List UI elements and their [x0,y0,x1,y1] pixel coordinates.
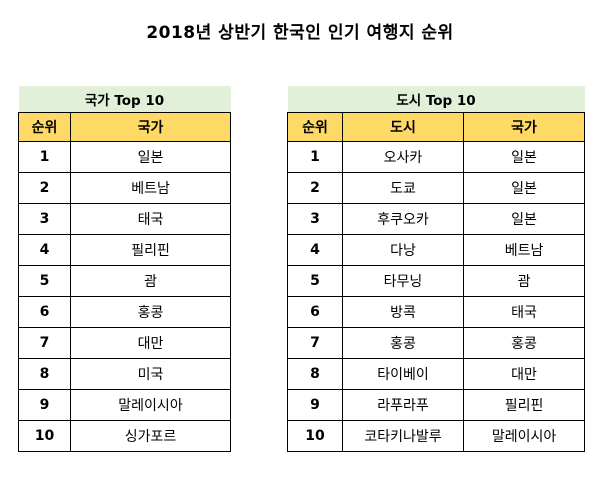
city-cell: 타무닝 [342,265,464,297]
table-row: 3 태국 [18,203,232,235]
table-row: 6 홍콩 [18,296,232,328]
page-title: 2018년 상반기 한국인 인기 여행지 순위 [146,23,454,43]
table-row: 5 타무닝 괌 [287,265,586,297]
country-cell: 베트남 [462,234,586,266]
table-row: 1 오사카 일본 [287,141,586,173]
table-row: 10 코타키나발루 말레이시아 [287,420,586,452]
country-cell: 홍콩 [69,296,232,328]
country-cell: 대만 [69,327,232,359]
rank-cell: 1 [18,141,71,173]
table-row: 7 홍콩 홍콩 [287,327,586,359]
country-cell: 일본 [462,203,586,235]
table-row: 2 베트남 [18,172,232,204]
rank-cell: 6 [18,296,71,328]
country-cell: 말레이시아 [462,420,586,452]
country-cell: 태국 [69,203,232,235]
city-cell: 후쿠오카 [342,203,464,235]
rank-cell: 4 [18,234,71,266]
city-header-country: 국가 [462,112,586,142]
country-cell: 대만 [462,358,586,390]
country-header-country: 국가 [69,112,232,142]
rank-cell: 3 [18,203,71,235]
rank-cell: 10 [18,420,71,452]
city-cell: 오사카 [342,141,464,173]
country-cell: 필리핀 [69,234,232,266]
rank-cell: 8 [287,358,343,390]
rank-cell: 4 [287,234,343,266]
table-row: 9 말레이시아 [18,389,232,421]
city-cell: 라푸라푸 [342,389,464,421]
country-cell: 일본 [462,172,586,204]
table-row: 7 대만 [18,327,232,359]
rank-cell: 10 [287,420,343,452]
rank-cell: 2 [287,172,343,204]
rank-cell: 3 [287,203,343,235]
rank-cell: 9 [287,389,343,421]
country-cell: 싱가포르 [69,420,232,452]
rank-cell: 2 [18,172,71,204]
city-cell: 도쿄 [342,172,464,204]
country-ranking-table: 국가 Top 10 순위 국가 1 일본 2 베트남 3 태국 4 필리핀 5 괌 6 홍콩 7 대만 8 미… [18,86,232,452]
rank-cell: 1 [287,141,343,173]
rank-cell: 8 [18,358,71,390]
country-cell: 일본 [462,141,586,173]
country-cell: 태국 [462,296,586,328]
rank-cell: 5 [18,265,71,297]
city-cell: 방콕 [342,296,464,328]
table-row: 4 필리핀 [18,234,232,266]
table-row: 6 방콕 태국 [287,296,586,328]
rank-cell: 5 [287,265,343,297]
city-cell: 홍콩 [342,327,464,359]
country-cell: 홍콩 [462,327,586,359]
city-ranking-table: 도시 Top 10 순위 도시 국가 1 오사카 일본 2 도쿄 일본 3 후쿠오카 일본 4 다낭… [287,86,586,452]
rank-cell: 6 [287,296,343,328]
country-cell: 미국 [69,358,232,390]
city-cell: 타이베이 [342,358,464,390]
country-cell: 말레이시아 [69,389,232,421]
city-header-city: 도시 [342,112,464,142]
country-table-caption: 국가 Top 10 [18,86,231,113]
country-cell: 일본 [69,141,232,173]
city-cell: 다낭 [342,234,464,266]
table-row: 2 도쿄 일본 [287,172,586,204]
table-row: 1 일본 [18,141,232,173]
table-row: 10 싱가포르 [18,420,232,452]
table-row: 9 라푸라푸 필리핀 [287,389,586,421]
country-cell: 괌 [462,265,586,297]
rank-cell: 9 [18,389,71,421]
country-cell: 베트남 [69,172,232,204]
table-row: 8 미국 [18,358,232,390]
city-table-caption: 도시 Top 10 [287,86,585,113]
country-cell: 필리핀 [462,389,586,421]
table-row: 3 후쿠오카 일본 [287,203,586,235]
city-cell: 코타키나발루 [342,420,464,452]
rank-cell: 7 [18,327,71,359]
country-header-rank: 순위 [18,112,71,142]
table-row: 8 타이베이 대만 [287,358,586,390]
rank-cell: 7 [287,327,343,359]
city-header-rank: 순위 [287,112,343,142]
country-cell: 괌 [69,265,232,297]
table-row: 4 다낭 베트남 [287,234,586,266]
